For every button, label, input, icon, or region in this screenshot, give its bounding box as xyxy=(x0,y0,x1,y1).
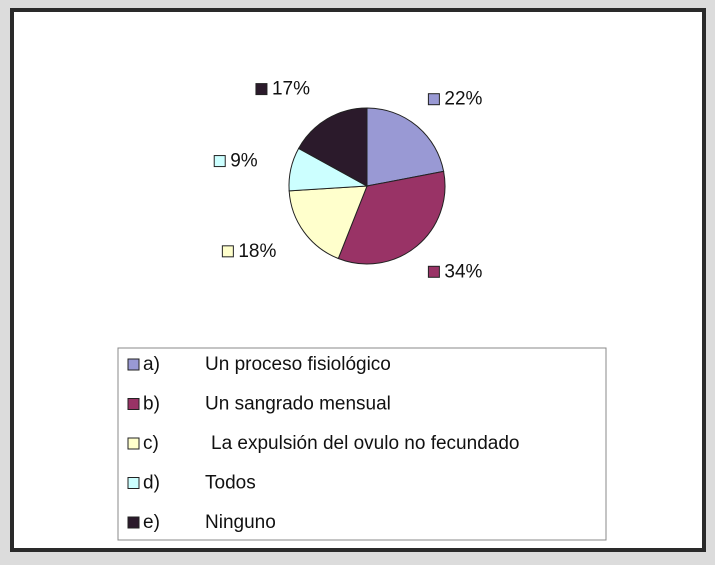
legend-key: a) xyxy=(143,354,160,375)
slice-label: 9% xyxy=(230,151,258,172)
slice-label-swatch xyxy=(427,265,440,278)
legend-swatch xyxy=(127,358,140,371)
legend-swatch xyxy=(127,398,140,410)
legend-key: b) xyxy=(143,394,160,415)
legend-label: Un proceso fisiológico xyxy=(205,354,391,375)
slice-label-swatch xyxy=(427,93,440,106)
pie-slice xyxy=(288,185,368,260)
slice-label-swatch xyxy=(213,155,226,168)
pie-slice xyxy=(366,107,445,187)
legend-box xyxy=(117,347,607,541)
legend-label: Ninguno xyxy=(205,512,276,533)
legend-key: d) xyxy=(143,473,160,494)
pie-slice xyxy=(297,107,368,187)
pie-slice xyxy=(337,170,446,265)
legend-label: La expulsión del ovulo no fecundado xyxy=(211,433,519,454)
legend-swatch xyxy=(127,516,140,529)
slice-label: 34% xyxy=(444,261,482,282)
legend-label: Un sangrado mensual xyxy=(205,394,391,415)
legend-swatch xyxy=(127,437,140,450)
slice-label: 18% xyxy=(238,241,276,262)
legend-key: e) xyxy=(143,512,160,533)
legend-swatch xyxy=(127,477,140,489)
slice-label: 17% xyxy=(272,79,310,100)
legend-label: Todos xyxy=(205,473,256,494)
legend-key: c) xyxy=(143,433,159,454)
slice-label-swatch xyxy=(221,245,234,258)
slice-label-swatch xyxy=(255,83,268,96)
slice-label: 22% xyxy=(444,89,482,110)
